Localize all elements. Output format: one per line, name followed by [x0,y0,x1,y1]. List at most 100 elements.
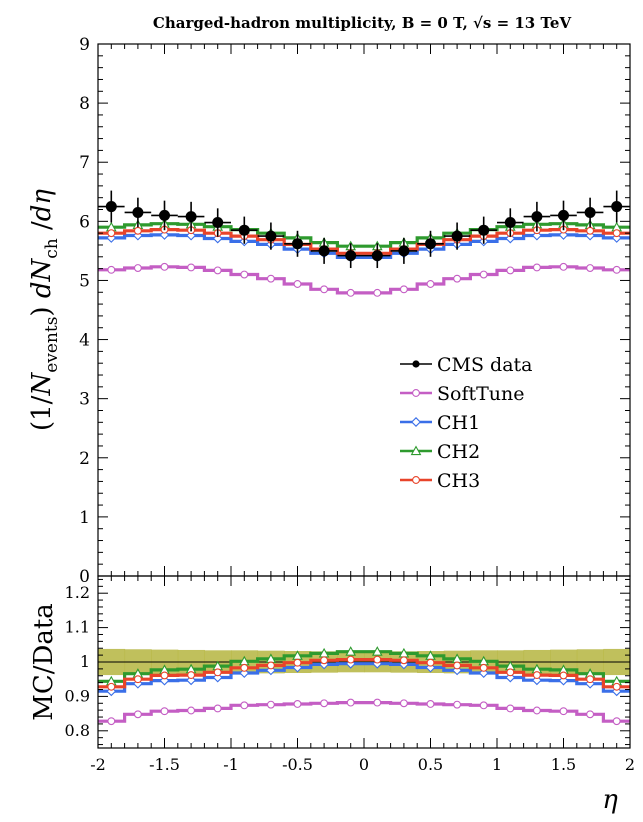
data-point-13 [451,230,463,242]
main-ticks: 0 1 2 3 4 5 6 7 8 9 [79,35,631,587]
marker-softtune-12 [426,280,435,288]
main-y-tick-label: 0 [79,567,90,587]
data-point-10 [371,250,383,262]
marker-softtune-2 [160,262,169,271]
ratio-y-tick-label: 1.1 [65,618,90,637]
legend-marker-ch1 [411,417,421,427]
marker-softtune-18 [586,264,595,272]
ratio-marker-ch3-9 [346,655,355,664]
ratio-y-tick-label: 1 [80,652,90,671]
legend-marker-ch3 [412,476,420,484]
data-point-17 [558,209,569,221]
data-point-2 [159,209,170,221]
ratio-marker-ch3-7 [293,658,302,667]
series-line-softtune [98,265,630,295]
ratio-marker-softtune-7 [293,700,302,708]
ratio-marker-ch1-7 [292,662,303,673]
ratio-marker-ch3-12 [426,658,435,667]
main-series-group [98,218,630,297]
marker-softtune-10 [373,288,382,297]
data-point-5 [238,224,250,236]
marker-softtune-1 [133,264,142,272]
main-y-tick-label: 8 [79,94,90,114]
x-tick-label: 0 [359,755,369,774]
ratio-marker-ch1-16 [531,675,542,686]
ratio-y-tick-label: 1.2 [65,583,90,602]
marker-softtune-13 [453,274,462,283]
main-y-axis-label: (1/Nevents) dNch /dη [27,189,62,431]
ratio-ticks: -2 -1.5 -1 -0.5 0 0.5 1 1.5 2 0.8 0.9 1 1.1 1.2 [65,576,635,774]
marker-softtune-17 [559,262,568,271]
legend-marker-softtune [412,389,420,397]
ratio-marker-softtune-11 [399,699,408,708]
marker-ch3-0 [107,229,116,238]
main-y-tick-label: 4 [79,331,90,351]
ratio-marker-ch3-0 [107,682,116,691]
ratio-marker-ch3-5 [240,663,249,672]
legend: CMS data SoftTune CH1 CH2 CH3 [400,354,533,492]
marker-softtune-11 [399,285,408,294]
ratio-marker-softtune-18 [586,710,595,719]
marker-softtune-9 [346,288,355,297]
data-point-6 [265,230,277,242]
ratio-plot-frame [97,575,631,749]
ratio-marker-ch1-14 [478,668,489,678]
marker-ch1-2 [159,229,170,240]
ratio-marker-softtune-12 [426,700,435,708]
ratio-marker-ch2-9 [345,646,357,656]
marker-ch3-1 [133,226,142,235]
data-point-19 [611,201,623,213]
ratio-marker-ch3-15 [506,668,515,677]
ratio-marker-ch3-1 [133,675,142,684]
data-point-9 [345,250,357,262]
series-line-ch3 [98,228,630,255]
main-y-tick-label: 1 [79,508,90,528]
legend-marker-ch2 [410,445,422,456]
ratio-line-ch3 [98,658,630,689]
ratio-y-tick-label: 0.8 [65,721,90,740]
data-point-14 [478,224,490,236]
x-tick-label: -1.5 [149,755,180,774]
main-y-tick-label: 2 [79,449,90,469]
ratio-marker-ch3-17 [559,671,568,680]
ratio-marker-softtune-16 [532,706,541,715]
ratio-marker-ch2-10 [371,646,383,656]
ratio-marker-softtune-13 [453,700,462,709]
chart-title: Charged-hadron multiplicity, B = 0 T, √s… [153,14,572,32]
ratio-marker-ch3-2 [160,671,169,680]
ratio-marker-ch3-19 [612,682,621,691]
main-y-tick-label: 3 [79,390,90,410]
ratio-marker-ch3-18 [586,675,595,684]
ratio-y-tick-label: 0.9 [65,686,90,705]
ratio-marker-softtune-17 [559,707,568,716]
marker-softtune-16 [532,263,541,272]
ratio-line-ch2 [98,650,630,683]
legend-label-softtune: SoftTune [437,383,525,405]
ratio-marker-softtune-0 [107,717,116,726]
data-point-3 [185,211,197,223]
x-axis-label: η [602,785,618,815]
data-point-7 [292,238,303,250]
x-tick-label: 2 [625,755,635,774]
data-point-15 [504,217,516,229]
data-point-18 [584,206,596,218]
main-y-tick-label: 9 [79,35,90,55]
x-tick-label: -1 [223,755,239,774]
legend-label-ch2: CH2 [437,441,480,463]
marker-softtune-0 [107,265,116,274]
ratio-panel: -2 -1.5 -1 -0.5 0 0.5 1 1.5 2 0.8 0.9 1 1.1 1.2 [65,575,635,774]
data-point-0 [105,201,117,213]
ratio-marker-ch1-3 [186,675,197,686]
x-tick-label: -0.5 [282,755,313,774]
marker-softtune-6 [266,274,275,283]
ratio-marker-softtune-2 [160,707,169,716]
ratio-line-softtune [98,701,630,723]
ratio-marker-ch3-4 [213,668,222,677]
ratio-marker-ch1-2 [159,675,170,686]
marker-softtune-14 [479,270,488,279]
x-tick-label: 1 [492,755,502,774]
ratio-marker-ch1-12 [425,662,436,673]
legend-label-cms-data: CMS data [437,354,533,376]
ratio-marker-softtune-3 [187,706,196,715]
